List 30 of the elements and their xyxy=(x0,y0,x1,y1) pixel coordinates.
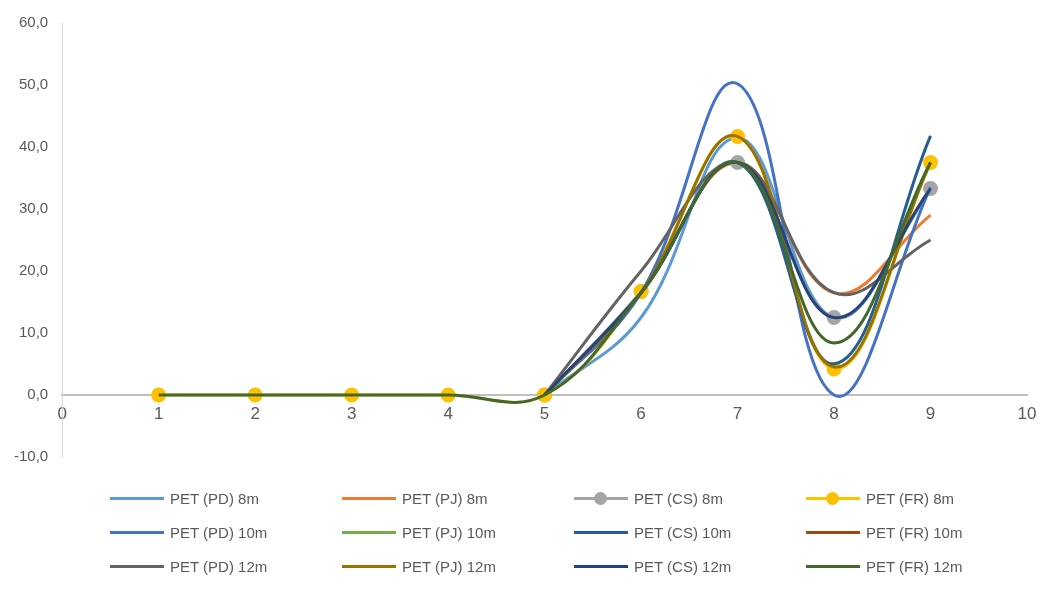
x-tick-label: 5 xyxy=(539,403,550,423)
legend-label: PET (PD) 10m xyxy=(170,523,268,541)
y-tick-label: 0,0 xyxy=(27,385,49,403)
x-tick-label: 9 xyxy=(925,403,936,423)
x-tick-label: 6 xyxy=(636,403,646,423)
legend-label: PET (FR) 12m xyxy=(866,557,963,575)
y-tick-label: 20,0 xyxy=(18,261,49,279)
y-tick-label: 30,0 xyxy=(18,199,49,217)
legend-label: PET (PJ) 12m xyxy=(402,557,496,575)
y-tick-label: -10,0 xyxy=(13,447,49,465)
legend-label: PET (PD) 12m xyxy=(170,557,268,575)
legend-label: PET (FR) 10m xyxy=(866,523,963,541)
legend-label: PET (CS) 12m xyxy=(634,557,732,575)
legend-label: PET (CS) 8m xyxy=(634,489,723,507)
x-tick-label: 3 xyxy=(346,403,357,423)
y-tick-label: 60,0 xyxy=(18,13,49,31)
y-tick-label: 40,0 xyxy=(18,137,49,155)
legend-label: PET (FR) 8m xyxy=(866,489,955,507)
legend-label: PET (PJ) 10m xyxy=(402,523,496,541)
x-tick-label: 10 xyxy=(1017,403,1037,423)
legend-label: PET (PD) 8m xyxy=(170,489,259,507)
x-tick-label: 8 xyxy=(829,403,839,423)
legend-label: PET (CS) 10m xyxy=(634,523,732,541)
x-tick-label: 7 xyxy=(732,403,743,423)
legend-label: PET (PJ) 8m xyxy=(402,489,488,507)
x-tick-label: 2 xyxy=(250,403,260,423)
y-tick-label: 10,0 xyxy=(18,323,49,341)
y-tick-label: 50,0 xyxy=(18,75,49,93)
x-tick-label: 1 xyxy=(153,403,164,423)
x-tick-label: 4 xyxy=(443,403,453,423)
